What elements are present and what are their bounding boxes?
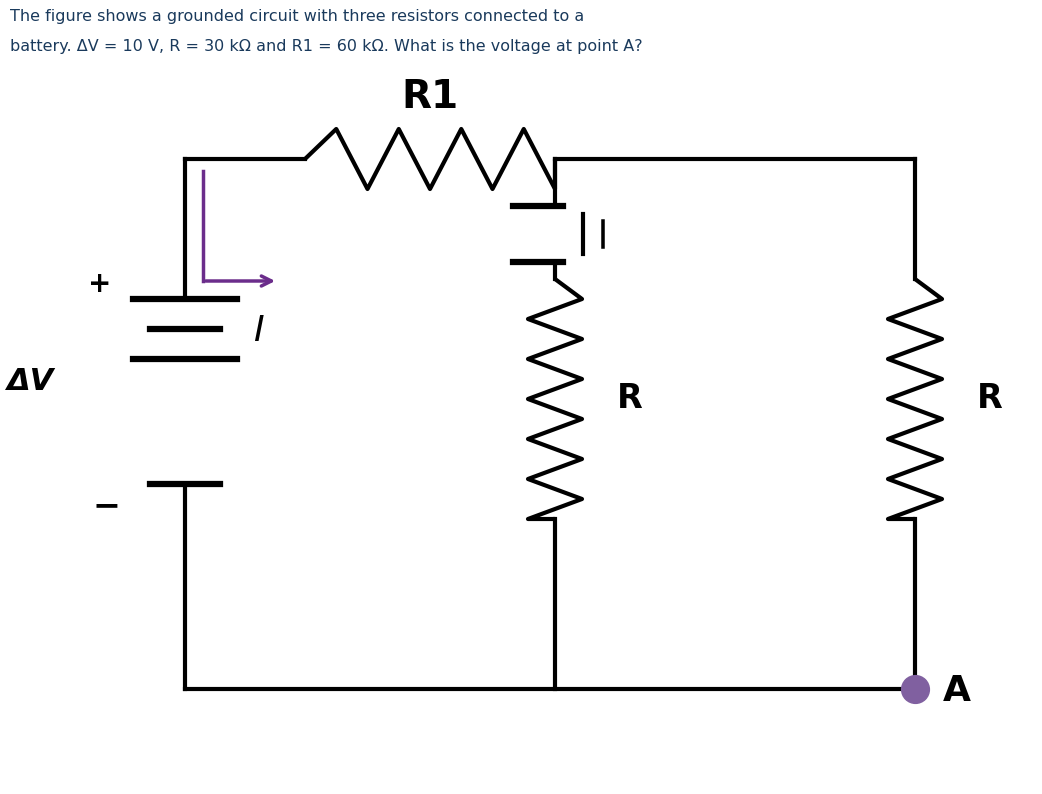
Text: −: −: [93, 489, 121, 522]
Text: R: R: [617, 383, 643, 415]
Text: The figure shows a grounded circuit with three resistors connected to a: The figure shows a grounded circuit with…: [10, 9, 585, 24]
Text: ΔV: ΔV: [6, 367, 53, 396]
Text: +: +: [89, 270, 111, 298]
Text: A: A: [943, 674, 971, 708]
Text: battery. ΔV = 10 V, R = 30 kΩ and R1 = 60 kΩ. What is the voltage at point A?: battery. ΔV = 10 V, R = 30 kΩ and R1 = 6…: [10, 39, 643, 54]
Text: R1: R1: [401, 78, 458, 116]
Text: R: R: [977, 383, 1002, 415]
Text: I: I: [253, 314, 264, 348]
